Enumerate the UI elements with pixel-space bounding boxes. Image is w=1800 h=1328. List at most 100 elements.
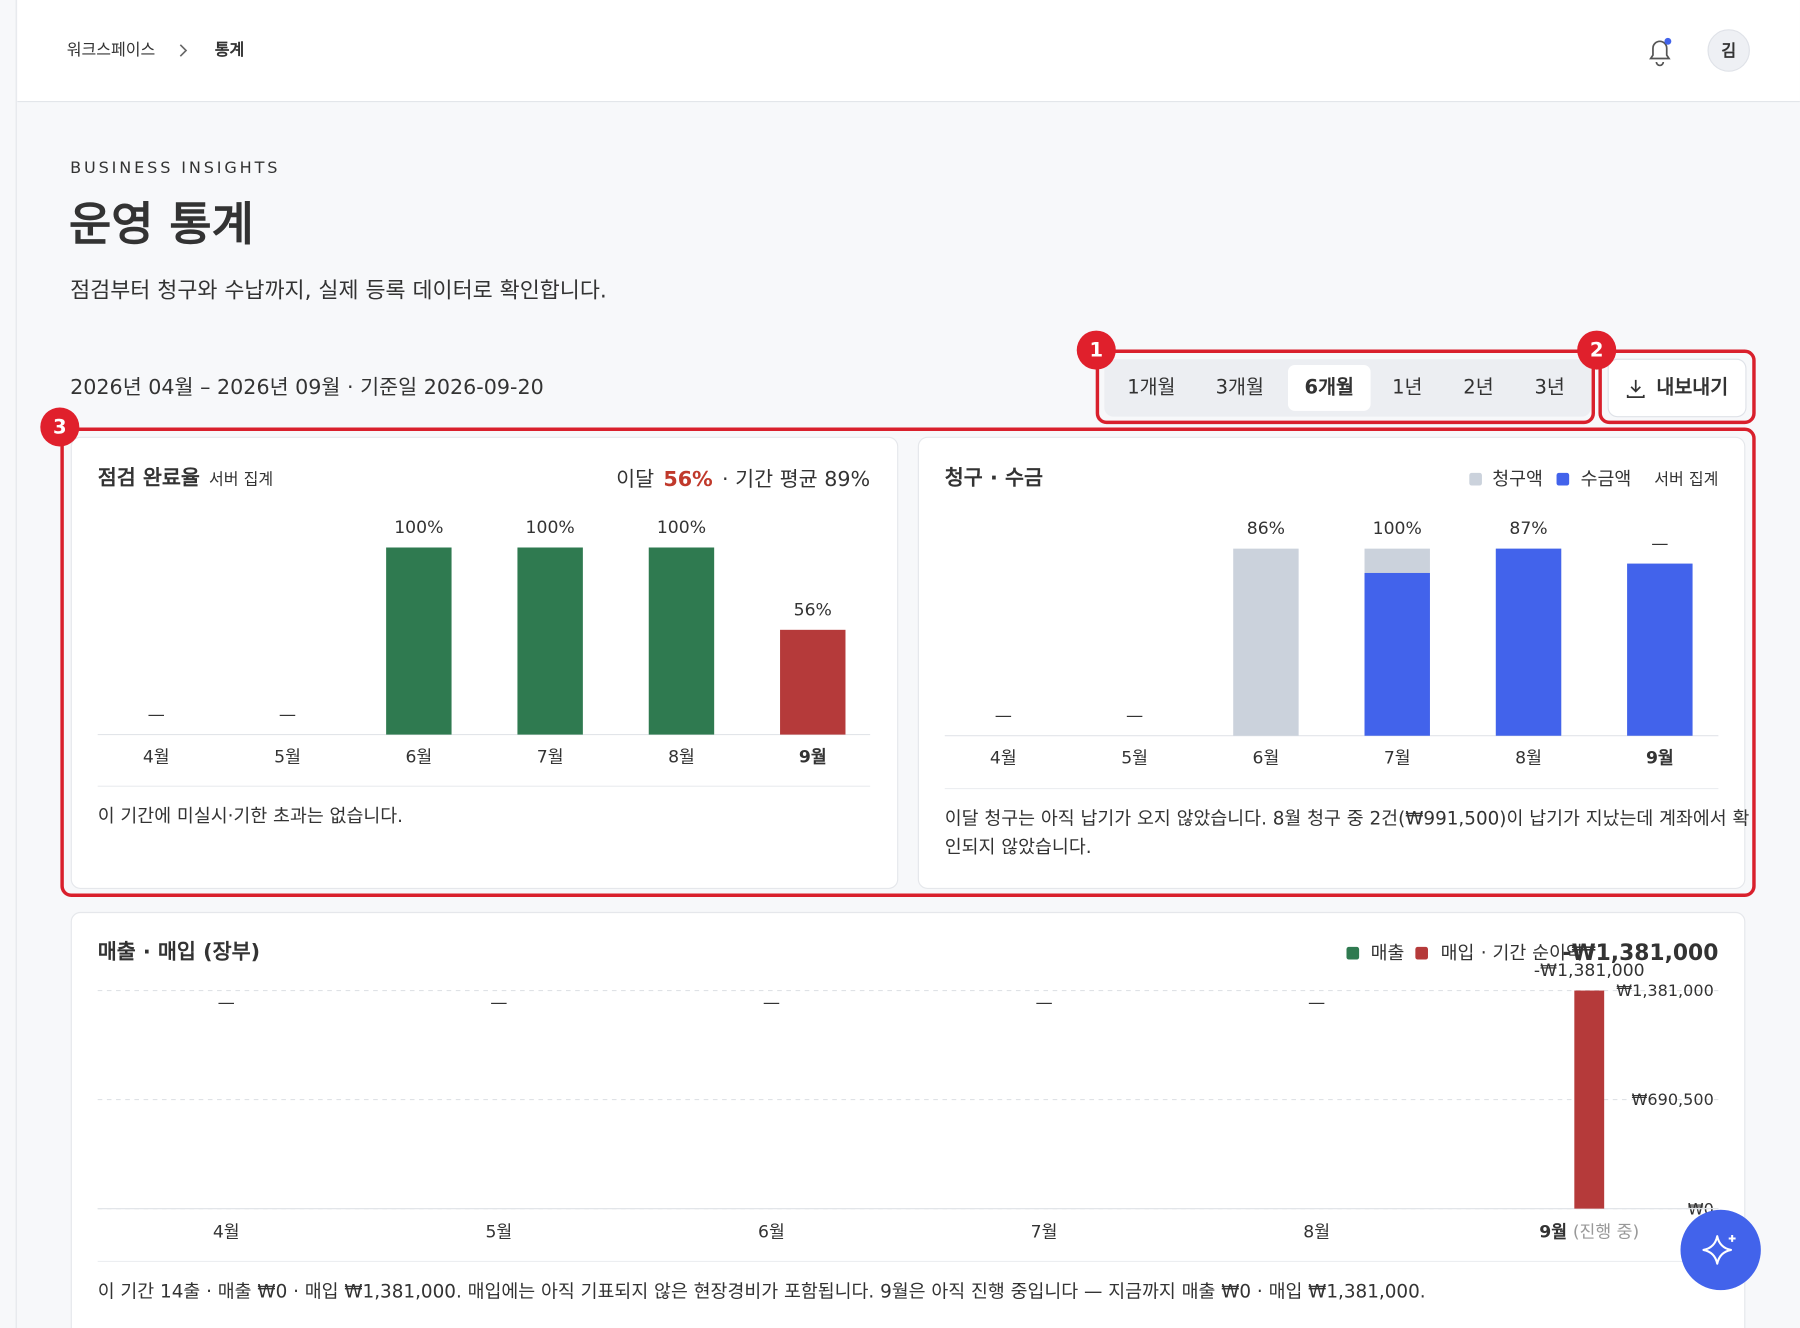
value-label: —: [148, 705, 165, 725]
annotation-number: 1: [1089, 339, 1103, 362]
bar: [1627, 563, 1693, 736]
y-tick-label: ₩1,381,000: [1616, 981, 1714, 1000]
summary-value: 56%: [663, 467, 713, 491]
bar: [1574, 990, 1605, 1209]
x-tick-label: 8월: [1303, 1223, 1330, 1243]
breadcrumb-separator: [179, 44, 188, 57]
notification-button[interactable]: [1649, 37, 1672, 67]
value-label: 100%: [657, 518, 706, 538]
month: 6월: [405, 748, 432, 768]
x-tick-label: 6월: [758, 1223, 785, 1243]
charts: — 4월 — 5월 100% 6월 100% 7월 100% 8월 56% 9월 — 4월 — 5월 86% 6월…: [97, 518, 1719, 1243]
period-option[interactable]: 1년: [1392, 375, 1422, 398]
period-option[interactable]: 3개월: [1216, 375, 1264, 398]
rate-label: 86%: [1247, 519, 1285, 539]
breadcrumb-current: 통계: [215, 40, 245, 59]
month: 9월: [799, 748, 827, 768]
period-option[interactable]: 1개월: [1127, 375, 1175, 398]
net-value: -₩1,381,000: [1563, 941, 1719, 966]
annotation-box: [1598, 349, 1756, 425]
card-note: 서버 집계: [1654, 469, 1718, 488]
month: 7월: [537, 748, 564, 768]
month: 6월: [1253, 749, 1280, 769]
bar: [1233, 548, 1299, 736]
month: 9월: [1539, 1223, 1567, 1243]
page-subtitle: 점검부터 청구와 수납까지, 실제 등록 데이터로 확인합니다.: [70, 279, 607, 304]
month: 6월: [758, 1223, 785, 1243]
x-tick-label: 4월: [143, 748, 170, 768]
month: 5월: [485, 1223, 512, 1243]
period-option[interactable]: 2년: [1463, 375, 1493, 398]
x-tick-label: 7월: [1384, 749, 1411, 769]
net-label: · 기간 순이익: [1481, 943, 1583, 964]
notification-dot: [1664, 37, 1672, 45]
legend-swatch: [1346, 946, 1360, 960]
sparkle-icon: [1702, 1235, 1736, 1265]
period-option[interactable]: 6개월: [1305, 375, 1354, 398]
value-label: 56%: [794, 600, 832, 620]
legend-swatch: [1556, 472, 1570, 486]
rate-label: —: [1126, 706, 1143, 726]
card-title: 청구 · 수금: [945, 466, 1043, 490]
month-suffix: (진행 중): [1573, 1223, 1639, 1243]
month: 7월: [1031, 1223, 1058, 1243]
eyebrow: BUSINESS INSIGHTS: [70, 158, 280, 177]
period-option[interactable]: 3년: [1534, 375, 1564, 398]
bar: [386, 547, 452, 735]
month: 5월: [274, 748, 301, 768]
value-label: —: [490, 993, 507, 1013]
assistant-button[interactable]: [1680, 1209, 1761, 1291]
download-icon: [1626, 379, 1645, 398]
topbar: [17, 0, 1800, 102]
export-button-bg[interactable]: [1607, 358, 1747, 418]
bar: [648, 547, 715, 735]
value-label: 100%: [526, 518, 575, 538]
period-options: 1개월 3개월 6개월 1년 2년 3년: [1127, 364, 1565, 411]
card-title: 매출 · 매입 (장부): [98, 940, 260, 964]
month: 4월: [990, 749, 1017, 769]
card-title: 점검 완료율: [98, 466, 200, 490]
rate-label: 100%: [1373, 519, 1422, 539]
rate-label: —: [995, 706, 1012, 726]
annotation-box: [1095, 349, 1595, 425]
value-label: 100%: [394, 518, 443, 538]
annotation-badge: [40, 407, 80, 447]
export-button[interactable]: 내보내기: [1607, 358, 1747, 418]
export-label[interactable]: 내보내기: [1656, 375, 1728, 398]
annotation-number: 2: [1590, 339, 1604, 362]
card-footnote: 이 기간 14출 · 매출 ₩0 · 매입 ₩1,381,000. 매입에는 아…: [98, 1281, 1426, 1302]
rate-label: —: [1651, 534, 1668, 554]
card: [70, 911, 1746, 1328]
summary-label: 이달: [616, 467, 654, 491]
bar: [1495, 548, 1562, 736]
avatar[interactable]: [1707, 29, 1750, 72]
avatar-initial: 김: [1721, 41, 1736, 60]
month: 4월: [213, 1223, 240, 1243]
x-tick-label: 6월: [1253, 749, 1280, 769]
month: 4월: [143, 748, 170, 768]
x-tick-label: 7월: [537, 748, 564, 768]
assistant-button-bg[interactable]: [1680, 1209, 1761, 1291]
date-range: 2026년 04월 – 2026년 09월 · 기준일 2026-09-20: [70, 375, 544, 399]
card-footnote: 인되지 않았습니다.: [945, 837, 1092, 858]
period-active-bg: [1287, 364, 1371, 411]
page-title: 운영 통계: [69, 197, 254, 251]
card-note: 서버 집계: [209, 469, 273, 488]
x-tick-label: 5월: [485, 1223, 512, 1243]
breadcrumb-link[interactable]: 워크스페이스: [67, 40, 156, 59]
value-label: —: [763, 993, 780, 1013]
value-label: —: [1035, 993, 1052, 1013]
month: 8월: [1515, 749, 1542, 769]
month: 8월: [1303, 1223, 1330, 1243]
value-label: —: [218, 993, 235, 1013]
x-tick-label: 8월: [668, 748, 695, 768]
x-tick-label: 5월: [1121, 749, 1148, 769]
x-tick-label: 6월: [405, 748, 432, 768]
legend-swatch: [1415, 946, 1428, 960]
legend-label: 매입: [1441, 943, 1475, 964]
rate-label: 87%: [1509, 519, 1547, 539]
card-summary: 이달 56% · 기간 평균 89%: [616, 467, 870, 491]
bar: [780, 629, 846, 735]
